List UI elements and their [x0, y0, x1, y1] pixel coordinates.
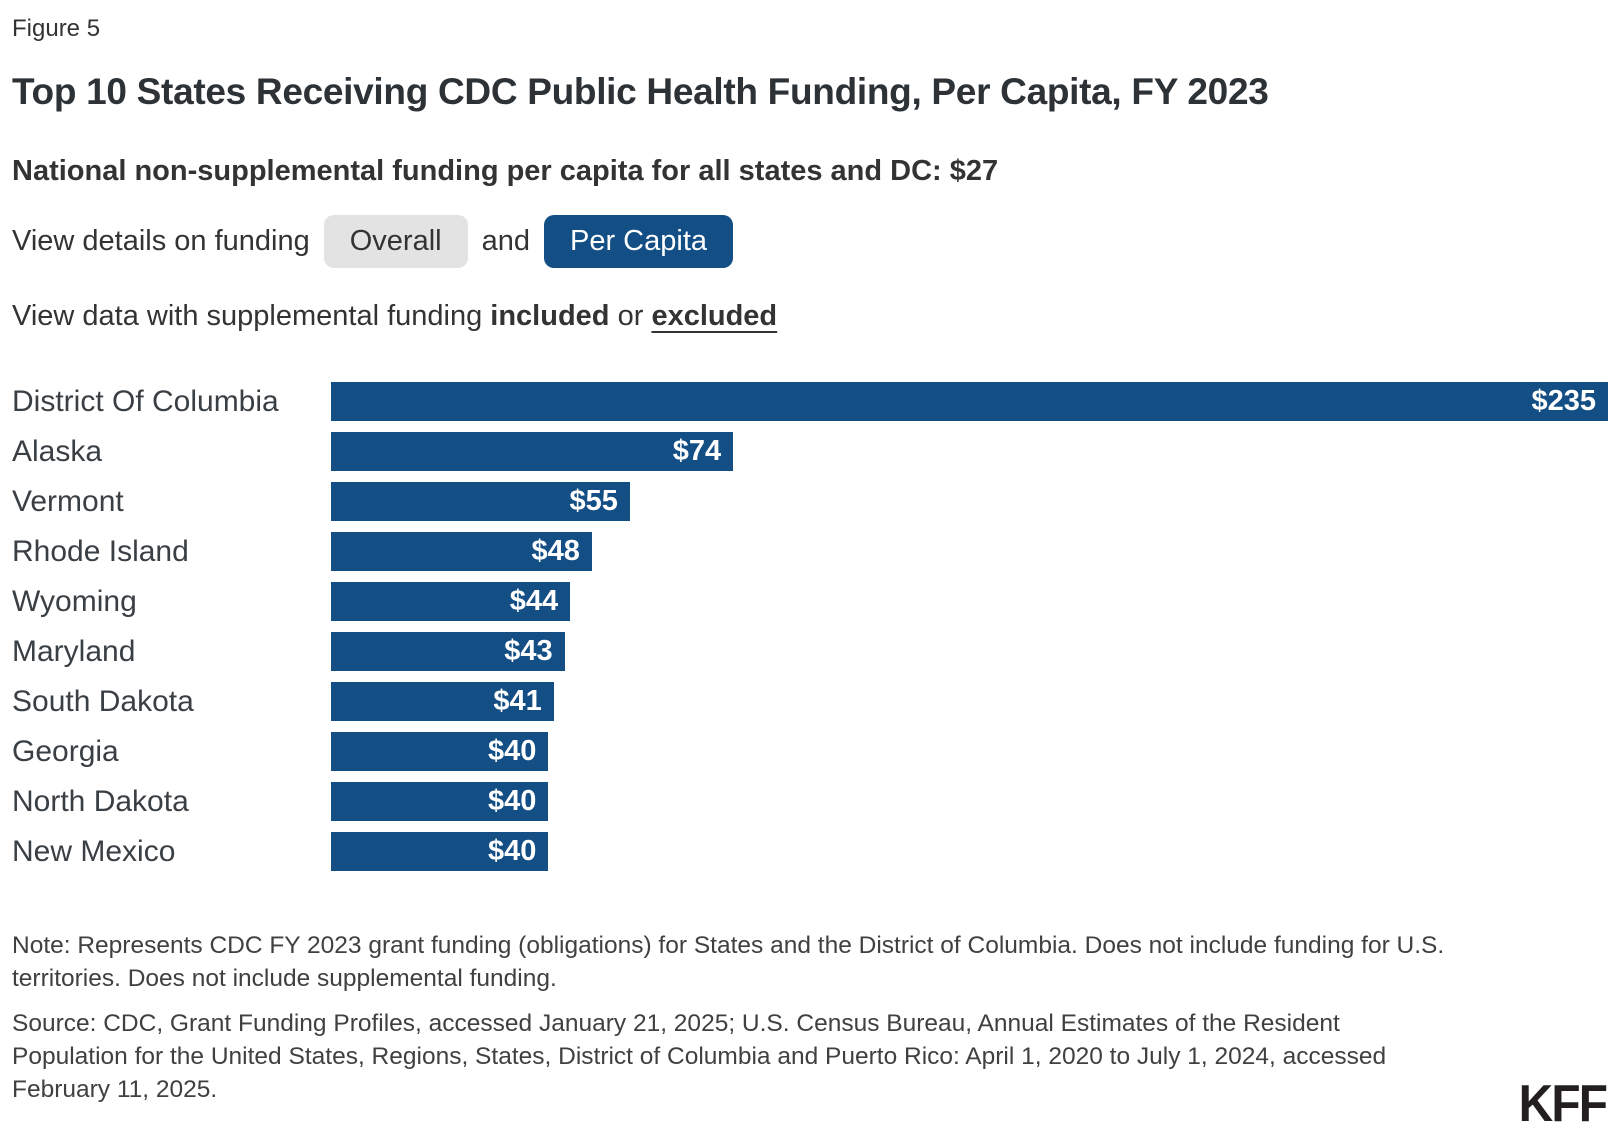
bar-value-label: $40 — [487, 785, 537, 817]
bar-category-label: South Dakota — [12, 684, 194, 718]
chart-row: Maryland $43 — [12, 632, 1608, 671]
bar[interactable]: $40 — [331, 732, 549, 771]
bar[interactable]: $40 — [331, 782, 549, 821]
bar-track: $235 — [331, 382, 1608, 421]
chart-row: Alaska $74 — [12, 432, 1608, 471]
bar-category-label: North Dakota — [12, 784, 189, 818]
bar[interactable]: $55 — [331, 482, 630, 521]
supplemental-prefix-label: View data with supplemental funding — [12, 300, 483, 332]
bar-category-label: Georgia — [12, 734, 119, 768]
bar-value-label: $41 — [493, 685, 542, 717]
and-label: and — [481, 224, 530, 257]
bar-value-label: $55 — [569, 485, 618, 517]
bar-category-label: New Mexico — [12, 834, 176, 868]
chart-source: Source: CDC, Grant Funding Profiles, acc… — [12, 1010, 1387, 1103]
bar-category-label: Rhode Island — [12, 534, 189, 568]
bar-track: $40 — [331, 732, 1608, 771]
chart-row: Vermont $55 — [12, 482, 1608, 521]
bar-track: $40 — [331, 782, 1608, 821]
chart-row: North Dakota $40 — [12, 782, 1608, 821]
bar[interactable]: $235 — [331, 382, 1608, 421]
bar[interactable]: $43 — [331, 632, 565, 671]
bar-track: $41 — [331, 682, 1608, 721]
bar-value-label: $43 — [504, 635, 553, 667]
bar-value-label: $40 — [487, 835, 537, 867]
kff-logo: KFF — [1518, 1075, 1608, 1133]
or-label: or — [617, 300, 644, 332]
figure-label: Figure 5 — [12, 15, 101, 42]
bar-value-label: $44 — [509, 585, 559, 617]
chart-row: South Dakota $41 — [12, 682, 1608, 721]
bar-category-label: District Of Columbia — [12, 384, 279, 418]
chart-note: Note: Represents CDC FY 2023 grant fundi… — [12, 932, 1445, 992]
bar-category-label: Alaska — [12, 434, 103, 468]
bar-category-label: Wyoming — [12, 584, 137, 618]
bar-chart: District Of Columbia $235 Alaska $74 Vermont… — [12, 382, 1608, 871]
chart-row: Rhode Island $48 — [12, 532, 1608, 571]
bar-value-label: $48 — [531, 535, 580, 567]
bar[interactable]: $48 — [331, 532, 592, 571]
bar-track: $55 — [331, 482, 1608, 521]
bar[interactable]: $44 — [331, 582, 571, 621]
chart-row: New Mexico $40 — [12, 832, 1608, 871]
included-toggle[interactable]: included — [490, 300, 610, 332]
bar-value-label: $74 — [672, 435, 722, 467]
bar-category-label: Maryland — [12, 634, 136, 668]
bar-track: $40 — [331, 832, 1608, 871]
supplemental-controls: View data with supplemental funding incl… — [12, 298, 1608, 334]
bar-value-label: $235 — [1531, 385, 1596, 417]
bar[interactable]: $40 — [331, 832, 549, 871]
funding-view-controls: View details on funding Overall and Per … — [12, 214, 1608, 268]
chart-row: Wyoming $44 — [12, 582, 1608, 621]
overall-button[interactable]: Overall — [323, 214, 468, 268]
bar-category-label: Vermont — [12, 484, 124, 518]
bar[interactable]: $74 — [331, 432, 734, 471]
bar-track: $74 — [331, 432, 1608, 471]
chart-subtitle: National non-supplemental funding per ca… — [12, 155, 999, 187]
funding-view-prefix-label: View details on funding — [12, 224, 310, 257]
chart-title: Top 10 States Receiving CDC Public Healt… — [12, 71, 1269, 112]
bar[interactable]: $41 — [331, 682, 554, 721]
excluded-toggle[interactable]: excluded — [651, 300, 778, 332]
bar-track: $48 — [331, 532, 1608, 571]
chart-row: Georgia $40 — [12, 732, 1608, 771]
bar-track: $43 — [331, 632, 1608, 671]
bar-track: $44 — [331, 582, 1608, 621]
per-capita-button[interactable]: Per Capita — [543, 214, 733, 268]
chart-row: District Of Columbia $235 — [12, 382, 1608, 421]
bar-value-label: $40 — [487, 735, 537, 767]
